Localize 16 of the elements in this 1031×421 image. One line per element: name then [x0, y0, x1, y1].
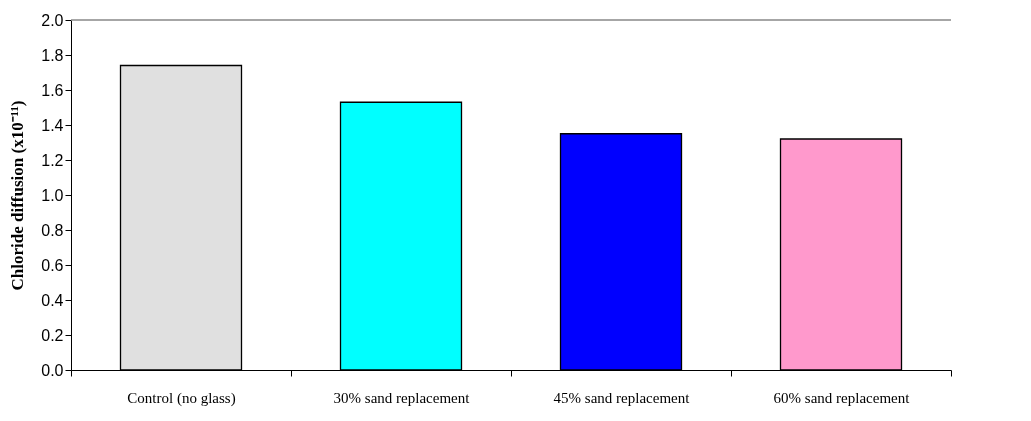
- y-tick-label: 1.2: [41, 151, 64, 169]
- y-tick-label: 1.4: [41, 116, 64, 134]
- y-tick-label: 1.0: [41, 186, 64, 204]
- y-axis-title: Chloride diffusion (x10⁻¹¹): [8, 100, 28, 291]
- y-tick-label: 0.2: [41, 326, 64, 344]
- y-tick-label: 2.0: [41, 11, 64, 29]
- y-tick-label: 0.6: [41, 256, 64, 274]
- x-tick-label: 30% sand replacement: [333, 389, 471, 406]
- x-tick-label: Control (no glass): [127, 389, 236, 407]
- y-tick-label: 0.4: [41, 291, 64, 309]
- y-tick-label: 0.8: [41, 221, 64, 239]
- y-tick-label: 1.8: [41, 46, 64, 64]
- x-tick-label: 45% sand replacement: [553, 389, 691, 406]
- x-tick-label: 60% sand replacement: [773, 389, 911, 406]
- y-tick-label: 0.0: [41, 361, 64, 379]
- y-tick-label: 1.6: [41, 81, 64, 99]
